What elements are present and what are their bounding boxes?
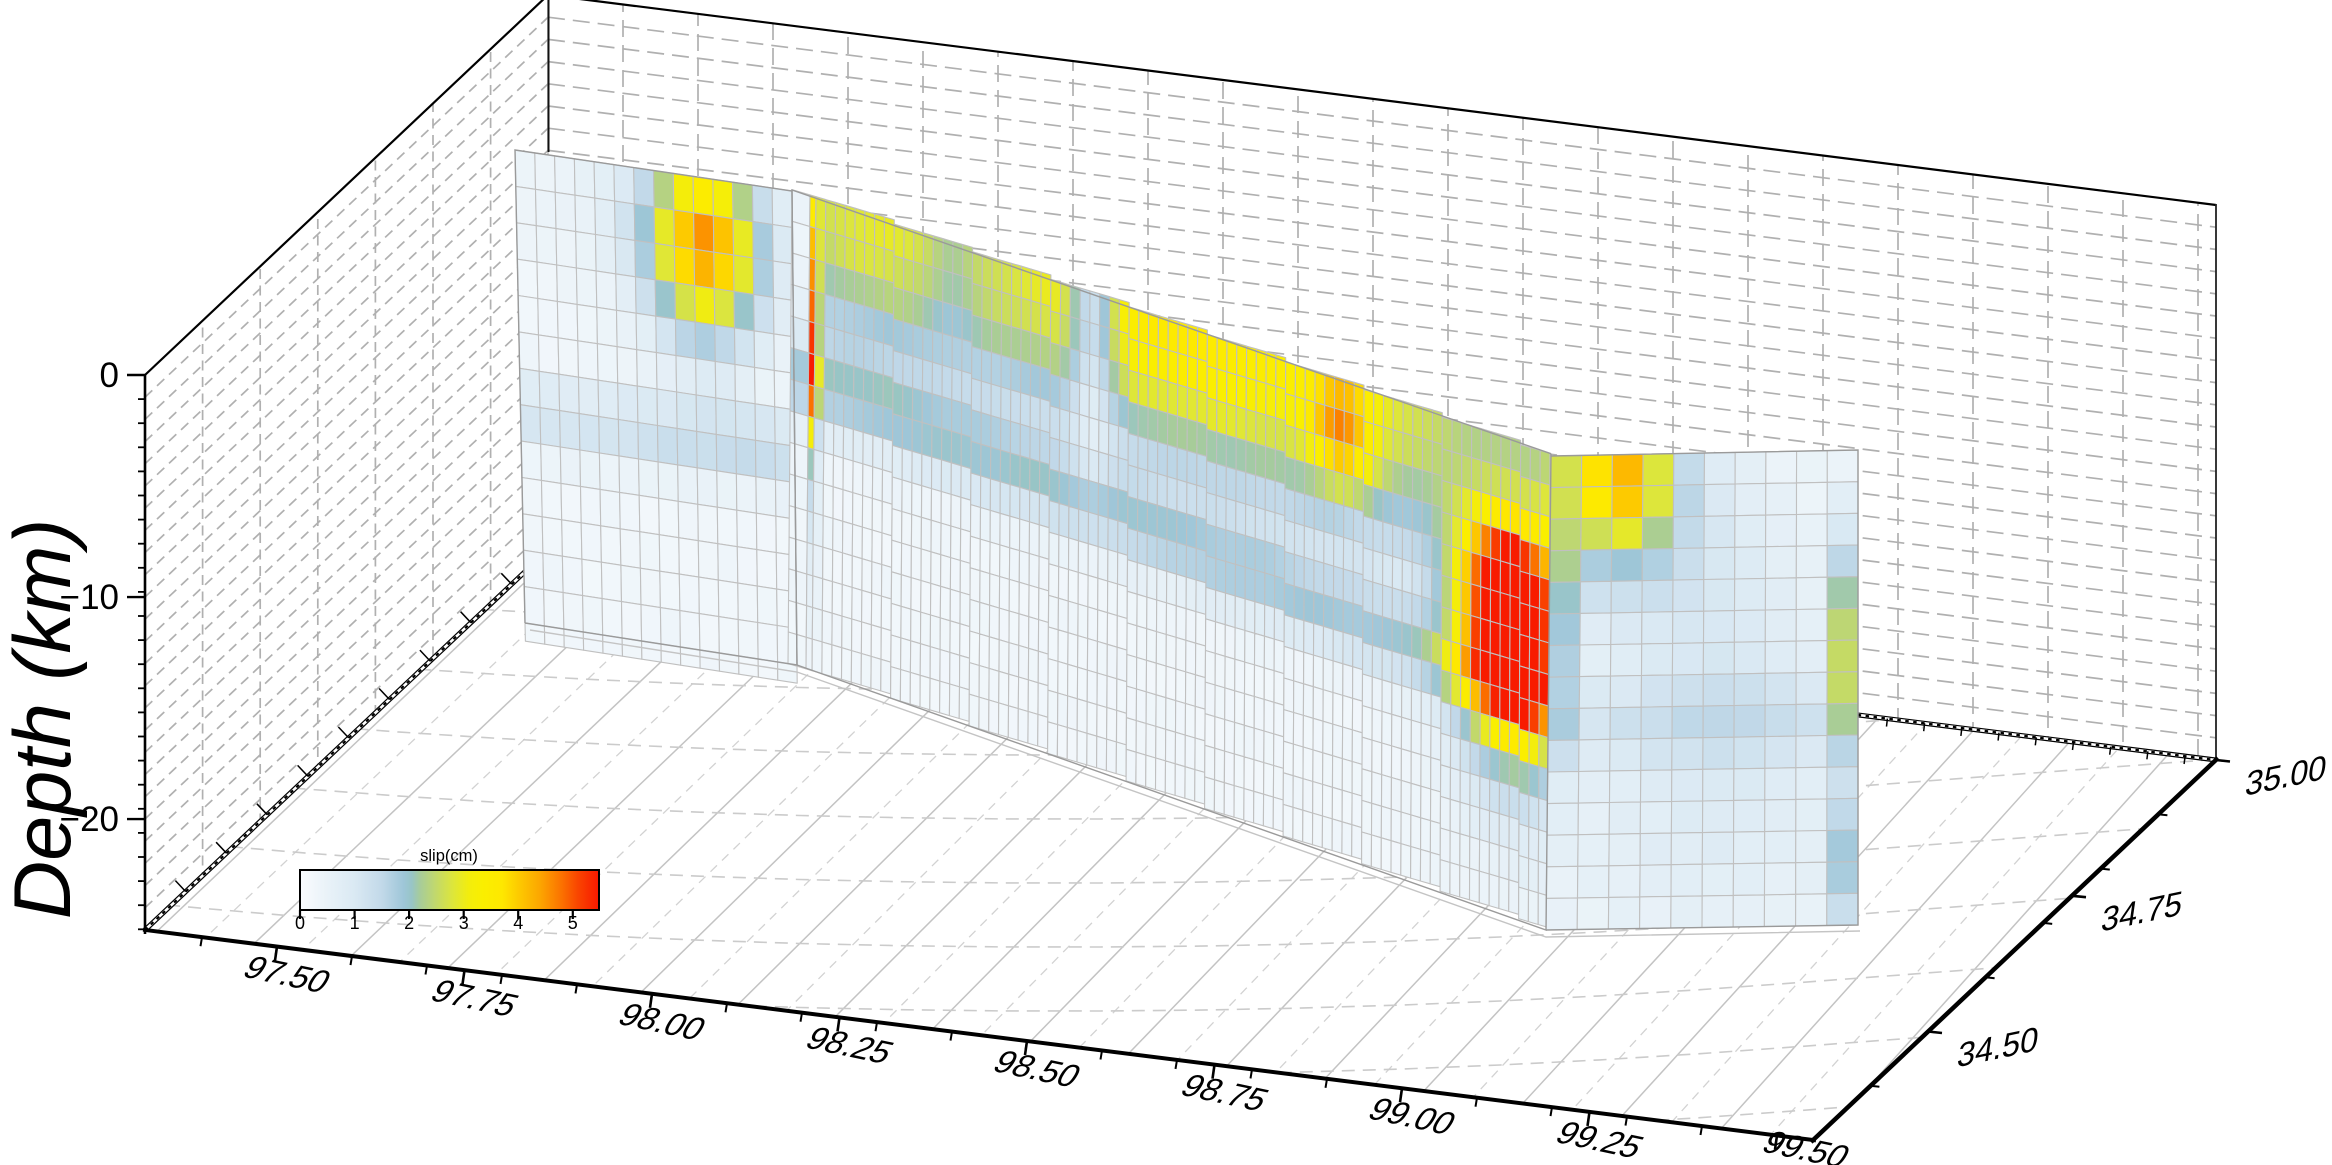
svg-text:2: 2 <box>404 913 414 933</box>
svg-text:0: 0 <box>295 913 305 933</box>
svg-text:Depth (km): Depth (km) <box>0 519 88 920</box>
svg-text:−10: −10 <box>60 578 119 617</box>
svg-text:4: 4 <box>513 913 523 933</box>
svg-text:3: 3 <box>459 913 469 933</box>
svg-text:0: 0 <box>100 356 119 395</box>
svg-text:5: 5 <box>568 913 578 933</box>
svg-text:1: 1 <box>350 913 360 933</box>
svg-text:−20: −20 <box>60 800 119 839</box>
svg-text:slip(cm): slip(cm) <box>420 847 478 865</box>
